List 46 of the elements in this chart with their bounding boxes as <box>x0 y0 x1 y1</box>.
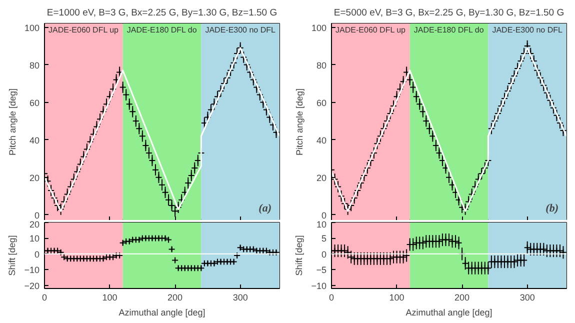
y-tick-label: −10 <box>24 265 40 276</box>
band-label: JADE-E060 DFL up <box>336 26 406 34</box>
y-tick-label: −5 <box>316 265 327 276</box>
y-tick-label: 40 <box>316 135 327 146</box>
y-tick-label: 20 <box>29 220 40 230</box>
x-axis-title: Azimuthal angle [deg] <box>406 308 492 318</box>
y-tick-label: 60 <box>316 98 327 108</box>
y-tick-label: 5 <box>321 234 327 244</box>
y-tick-label: 20 <box>29 172 40 183</box>
annotation: (a) <box>258 202 272 214</box>
y-tick-label: 80 <box>316 60 327 70</box>
x-tick-label: 0 <box>328 292 334 302</box>
y-axis-title: Pitch angle [deg] <box>7 88 18 156</box>
annotation: (b) <box>546 202 558 214</box>
band-label: JADE-E060 DFL up <box>48 26 120 34</box>
band-label: JADE-E180 DFL do <box>126 26 198 34</box>
y-tick-label: 100 <box>24 22 40 33</box>
y-axis-title: Shift [deg] <box>7 235 18 276</box>
x-tick-label: 100 <box>389 292 404 302</box>
y-axis-title: Pitch angle [deg] <box>294 88 304 156</box>
band-label: JADE-E180 DFL do <box>414 26 484 34</box>
x-tick-label: 0 <box>42 292 48 302</box>
y-tick-label: −20 <box>24 280 40 291</box>
y-axis-title: Shift [deg] <box>294 235 304 276</box>
x-axis-title: Azimuthal angle [deg] <box>118 308 206 318</box>
band-label: JADE-E300 no DFL <box>492 26 564 34</box>
y-tick-label: 0 <box>34 210 40 220</box>
y-tick-label: 80 <box>29 60 40 70</box>
y-tick-label: 60 <box>29 98 40 108</box>
x-tick-label: 200 <box>454 292 470 302</box>
y-tick-label: 20 <box>316 172 327 183</box>
x-tick-label: 300 <box>232 292 248 302</box>
y-tick-label: 0 <box>321 210 327 220</box>
y-tick-label: 10 <box>316 220 327 230</box>
x-tick-label: 300 <box>520 292 535 302</box>
chart-title: E=5000 eV, B=3 G, Bx=2.25 G, By=1.30 G, Bz=1.50 G <box>334 8 564 18</box>
y-tick-label: 10 <box>29 234 40 244</box>
y-tick-label: 0 <box>34 249 40 260</box>
y-tick-label: 40 <box>29 135 40 146</box>
y-tick-label: −10 <box>311 280 327 291</box>
x-tick-label: 200 <box>168 292 183 302</box>
y-tick-label: 0 <box>321 249 327 260</box>
y-tick-label: 100 <box>311 22 327 33</box>
band-label: JADE-E300 no DFL <box>205 26 276 34</box>
x-tick-label: 100 <box>102 292 118 302</box>
chart-title: E=1000 eV, B=3 G, Bx=2.25 G, By=1.30 G, Bz=1.50 G <box>46 8 278 18</box>
